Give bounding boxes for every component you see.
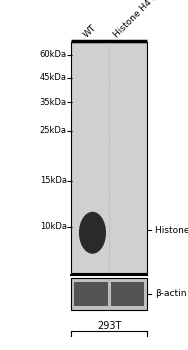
Bar (74, 282, 108, 306)
Text: WT: WT (82, 23, 98, 40)
Bar (71, 278, 147, 310)
Text: Histone H4 KO: Histone H4 KO (112, 0, 164, 40)
Text: 15kDa: 15kDa (40, 176, 67, 185)
Text: 25kDa: 25kDa (40, 126, 67, 135)
Ellipse shape (79, 212, 106, 254)
Text: 60kDa: 60kDa (40, 50, 67, 59)
Bar (71, 42, 147, 273)
Bar (111, 282, 144, 306)
Text: 35kDa: 35kDa (40, 98, 67, 106)
Text: 10kDa: 10kDa (40, 222, 67, 231)
Text: 45kDa: 45kDa (40, 73, 67, 82)
Text: β-actin: β-actin (155, 289, 187, 299)
Text: 293T: 293T (97, 321, 121, 331)
Text: Histone H4: Histone H4 (155, 226, 188, 235)
